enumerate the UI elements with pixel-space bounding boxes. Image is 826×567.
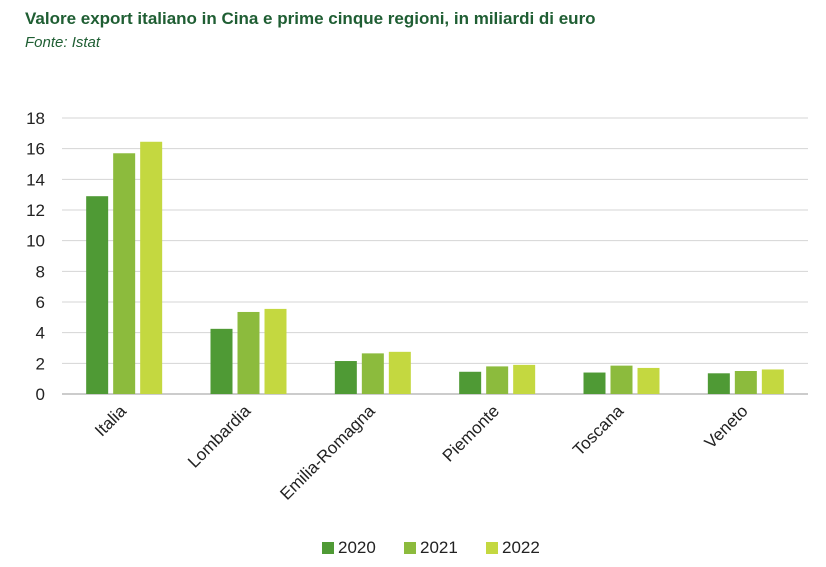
y-tick-label: 12 xyxy=(26,201,45,220)
y-tick-label: 2 xyxy=(36,354,45,373)
y-tick-label: 18 xyxy=(26,109,45,128)
bar-italia-2022 xyxy=(140,141,163,394)
bar-piemonte-2022 xyxy=(513,364,536,394)
bar-lombardia-2020 xyxy=(210,328,233,394)
bar-toscana-2021 xyxy=(610,365,633,394)
y-tick-label: 6 xyxy=(36,293,45,312)
bar-piemonte-2021 xyxy=(486,366,509,394)
bar-emilia-romagna-2022 xyxy=(388,351,411,394)
bar-veneto-2022 xyxy=(761,369,784,394)
bar-emilia-romagna-2021 xyxy=(361,353,384,394)
y-tick-label: 10 xyxy=(26,232,45,251)
legend-label-2022: 2022 xyxy=(502,538,540,557)
bar-lombardia-2022 xyxy=(264,308,287,394)
bar-veneto-2020 xyxy=(707,373,730,394)
chart-title: Valore export italiano in Cina e prime c… xyxy=(25,9,596,28)
y-tick-label: 4 xyxy=(36,324,45,343)
bar-veneto-2021 xyxy=(734,371,757,394)
bar-toscana-2020 xyxy=(583,372,606,394)
legend-swatch-2021 xyxy=(404,542,416,554)
bar-toscana-2022 xyxy=(637,367,660,394)
chart-subtitle: Fonte: Istat xyxy=(25,34,101,51)
y-tick-label: 0 xyxy=(36,385,45,404)
bar-emilia-romagna-2020 xyxy=(334,361,357,394)
y-tick-label: 16 xyxy=(26,140,45,159)
legend-label-2020: 2020 xyxy=(338,538,376,557)
bar-piemonte-2020 xyxy=(459,371,482,394)
y-tick-label: 14 xyxy=(26,170,45,189)
bar-italia-2021 xyxy=(113,153,136,394)
x-tick-label: Emilia-Romagna xyxy=(276,401,379,504)
legend-label-2021: 2021 xyxy=(420,538,458,557)
legend-swatch-2022 xyxy=(486,542,498,554)
x-tick-label: Lombardia xyxy=(184,401,255,472)
bar-italia-2020 xyxy=(86,196,109,394)
bar-lombardia-2021 xyxy=(237,311,260,394)
x-tick-label: Toscana xyxy=(569,401,628,460)
x-tick-label: Italia xyxy=(91,401,130,440)
y-tick-label: 8 xyxy=(36,262,45,281)
x-tick-label: Piemonte xyxy=(439,401,503,465)
x-tick-label: Veneto xyxy=(701,401,752,452)
legend-swatch-2020 xyxy=(322,542,334,554)
